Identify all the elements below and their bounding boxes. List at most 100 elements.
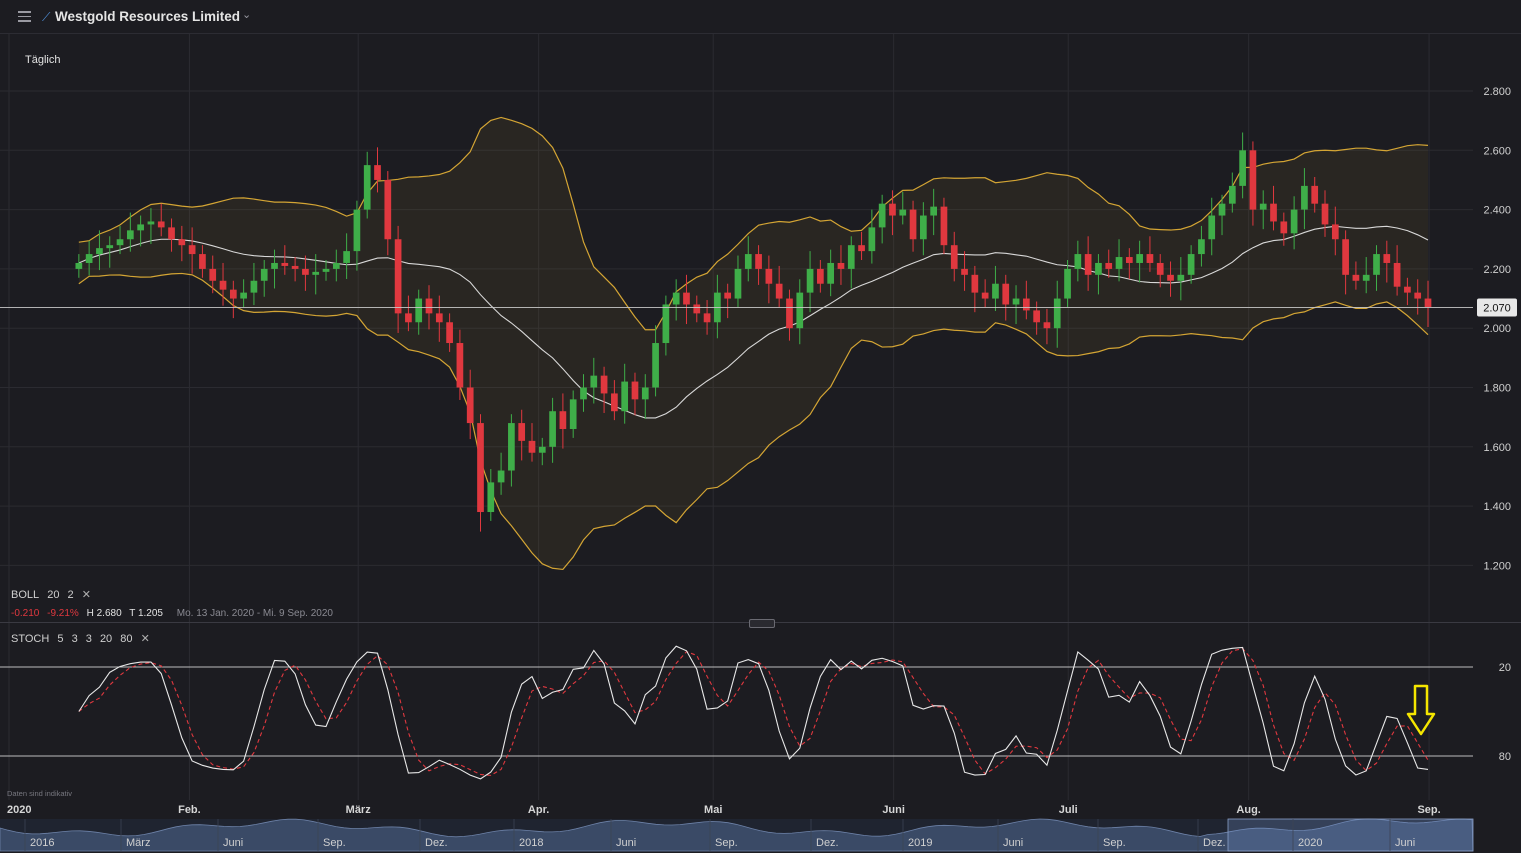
current-price-box: [1477, 298, 1517, 317]
candle-body: [1074, 254, 1082, 269]
candle-body: [827, 262, 835, 284]
candle-body: [1136, 254, 1143, 263]
candle-body: [1105, 262, 1113, 269]
candle-body: [889, 203, 896, 216]
navigator-label: 2016: [30, 837, 54, 849]
navigator-label: Dez.: [425, 837, 448, 849]
candle-body: [652, 343, 659, 388]
navigator-label: 2020: [1298, 837, 1322, 849]
candle-body: [1002, 283, 1010, 305]
candle-body: [271, 262, 278, 269]
candle-body: [1198, 239, 1205, 255]
candle-body: [858, 245, 865, 252]
candle-body: [909, 209, 917, 240]
navigator-label: Juni: [616, 837, 636, 849]
hamburger-menu-icon[interactable]: [18, 11, 31, 22]
candle-body: [343, 251, 350, 263]
candle-body: [291, 265, 299, 269]
y-tick-label: 1.800: [1483, 383, 1511, 395]
change-percent: -9.21%: [47, 608, 79, 619]
candle-body: [1342, 239, 1349, 275]
y-tick-label: 2.000: [1483, 323, 1511, 335]
boll-name[interactable]: BOLL: [11, 589, 40, 601]
x-tick-label: Mai: [704, 804, 722, 816]
candle-body: [446, 322, 453, 344]
date-range: Mo. 13 Jan. 2020 - Mi. 9 Sep. 2020: [176, 608, 333, 619]
chevron-down-icon[interactable]: ⌄: [242, 9, 252, 21]
candle-body: [1362, 274, 1370, 281]
pane-resize-handle[interactable]: [749, 619, 775, 628]
candle-body: [116, 239, 124, 246]
candle-body: [1084, 254, 1092, 275]
candle-body: [1125, 257, 1133, 263]
candle-body: [137, 224, 144, 231]
candle-body: [580, 387, 587, 400]
stoch-k-line: [78, 645, 1429, 780]
candle-body: [1208, 215, 1216, 240]
y-tick-label: 2.200: [1483, 264, 1511, 276]
candle-body: [1012, 298, 1020, 305]
navigator-label: März: [126, 837, 150, 849]
candle-body: [456, 343, 464, 388]
candle-body: [405, 313, 412, 323]
candle-body: [322, 268, 330, 272]
instrument-title[interactable]: Westgold Resources Limited: [55, 9, 241, 24]
candle-body: [641, 387, 649, 400]
candle-body: [260, 268, 268, 281]
y-tick-label: 1.400: [1483, 501, 1511, 513]
bollinger-lower-line: [78, 272, 1429, 571]
close-boll-icon[interactable]: ✕: [81, 589, 91, 601]
close-stoch-icon[interactable]: ✕: [140, 633, 150, 645]
stoch-indicator-row: STOCH 5 3 3 20 80 ✕: [11, 632, 155, 645]
stoch-name[interactable]: STOCH: [11, 633, 50, 645]
period-label[interactable]: Täglich: [25, 54, 61, 66]
candle-body: [920, 215, 927, 240]
candle-body: [1321, 203, 1329, 225]
candle-body: [1187, 254, 1195, 275]
candle-body: [528, 440, 536, 453]
candle-body: [188, 245, 196, 255]
high-value: H 2.680: [86, 608, 122, 619]
candle-body: [672, 292, 680, 305]
candle-body: [374, 165, 381, 180]
navigator-area: [0, 818, 1474, 852]
candle-body: [1064, 268, 1071, 299]
candle-body: [1352, 274, 1360, 281]
stoch-level-label: 80: [1499, 751, 1511, 763]
candle-body: [1053, 298, 1061, 329]
candle-body: [559, 411, 567, 430]
candle-body: [1290, 209, 1298, 234]
candle-body: [199, 254, 206, 269]
candle-body: [734, 268, 742, 299]
candle-body: [590, 375, 598, 388]
candle-body: [147, 221, 155, 225]
candle-body: [126, 230, 134, 240]
candle-body: [1146, 254, 1154, 263]
boll-indicator-row: BOLL 20 2 ✕: [11, 588, 96, 601]
pencil-icon: ⟋: [42, 10, 51, 24]
bollinger-middle-line: [78, 225, 1429, 419]
candle-body: [394, 239, 402, 314]
candle-body: [1331, 224, 1339, 240]
candle-body: [817, 268, 824, 284]
candle-body: [1022, 298, 1030, 311]
candle-body: [940, 206, 948, 246]
candle-body: [981, 292, 989, 299]
candle-body: [1404, 286, 1411, 293]
low-value: T 1.205: [129, 608, 163, 619]
navigator-label: Juni: [1395, 837, 1415, 849]
candle-body: [508, 423, 515, 471]
candle-body: [1156, 262, 1164, 275]
change-value: -0.210: [11, 608, 40, 619]
candle-body: [796, 292, 804, 329]
navigator-label: Dez.: [816, 837, 839, 849]
x-tick-label: Feb.: [178, 804, 201, 816]
navigator-label: Sep.: [323, 837, 346, 849]
candle-body: [1115, 257, 1123, 269]
candle-body: [435, 313, 443, 323]
candle-body: [157, 221, 165, 228]
candle-body: [302, 268, 309, 275]
candle-body: [96, 248, 103, 255]
candle-body: [477, 423, 484, 513]
